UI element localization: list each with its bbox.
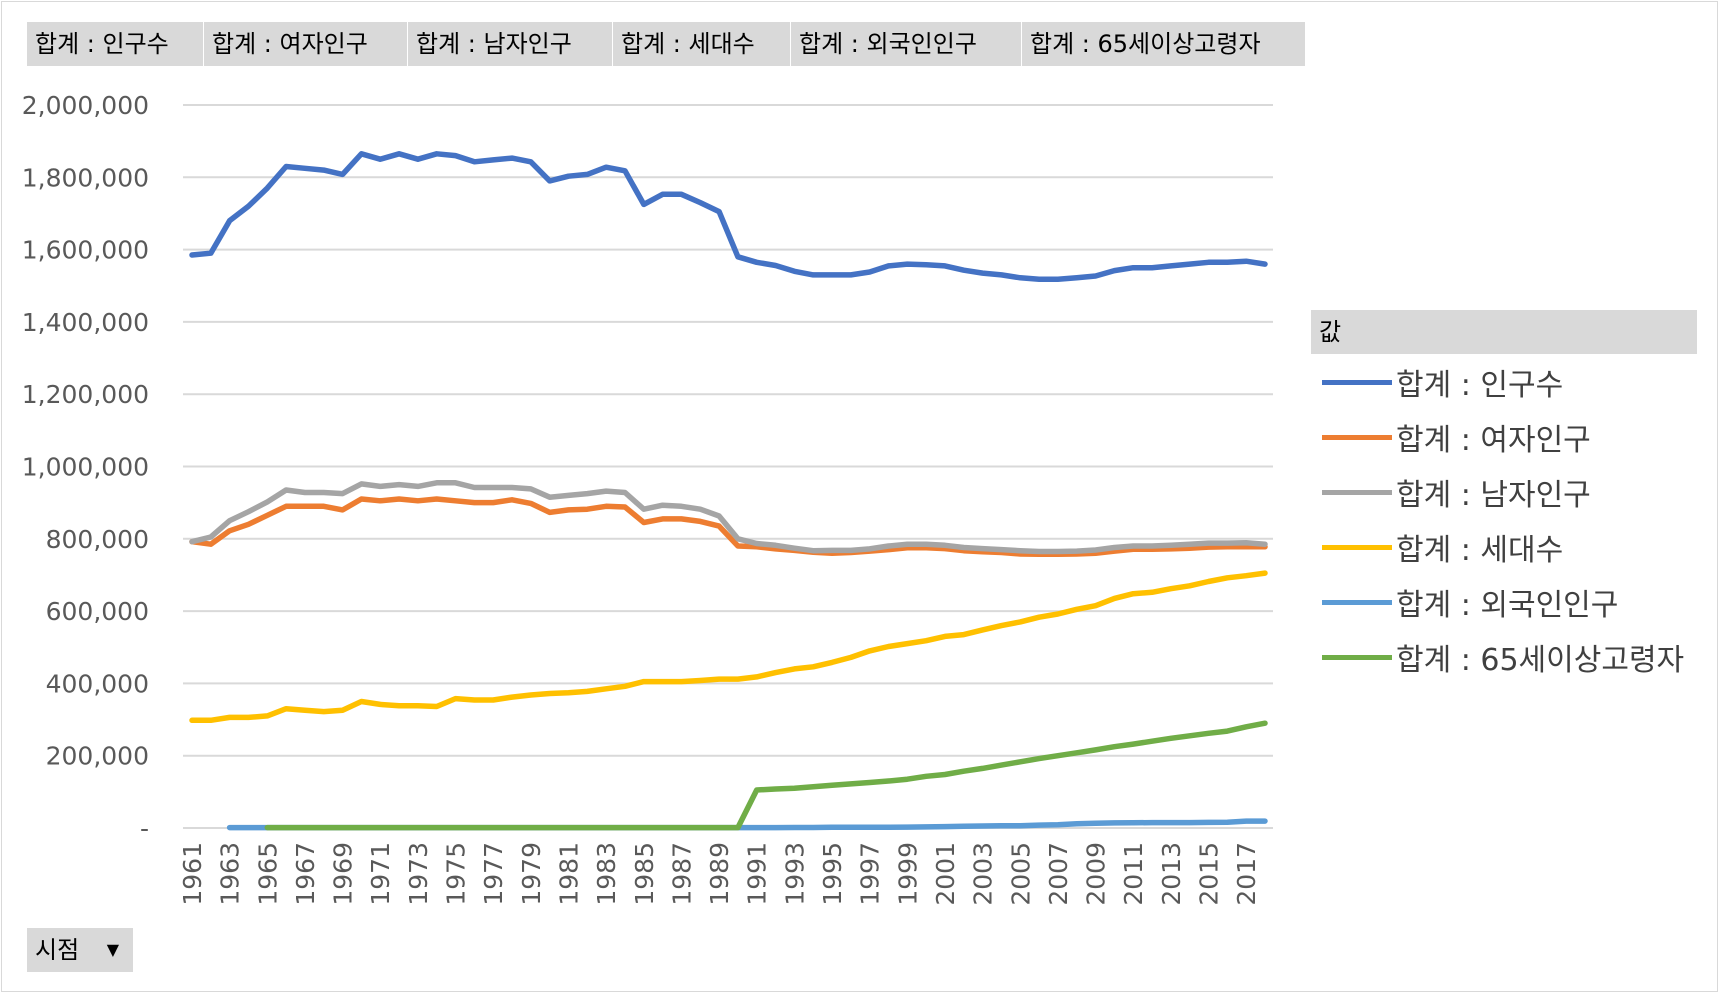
y-tick-label: 1,600,000 <box>22 236 149 265</box>
series-line-4 <box>189 570 1268 724</box>
x-tick-label: 1963 <box>216 842 245 906</box>
series-line-1 <box>189 151 1268 282</box>
legend-label: 합계 : 65세이상고령자 <box>1396 643 1685 678</box>
field-button-5[interactable]: 합계 : 외국인인구 <box>791 22 1022 66</box>
legend-title[interactable]: 값 <box>1311 310 1697 354</box>
x-tick-label: 1999 <box>893 842 922 906</box>
x-tick-label: 2013 <box>1157 842 1186 906</box>
dropdown-arrow-icon: ▼ <box>106 940 119 959</box>
x-tick-label: 1985 <box>630 842 659 906</box>
x-tick-label: 1983 <box>592 842 621 906</box>
field-button-4[interactable]: 합계 : 세대수 <box>613 22 791 66</box>
x-tick-label: 1967 <box>291 842 320 906</box>
y-tick-label: 600,000 <box>46 597 149 626</box>
legend-item: 합계 : 세대수 <box>1322 525 1563 569</box>
x-tick-label: 1981 <box>554 842 583 906</box>
legend-swatch <box>1322 654 1392 660</box>
y-tick-label: 1,400,000 <box>22 308 149 337</box>
field-button-1[interactable]: 합계 : 인구수 <box>27 22 204 66</box>
legend-item: 합계 : 외국인인구 <box>1322 580 1618 624</box>
x-tick-label: 1995 <box>818 842 847 906</box>
x-tick-label: 1977 <box>479 842 508 906</box>
legend-label: 합계 : 세대수 <box>1396 533 1564 568</box>
legend-label: 합계 : 인구수 <box>1396 368 1564 403</box>
series-line-6 <box>264 720 1268 831</box>
x-tick-label: 2017 <box>1232 842 1261 906</box>
legend-label: 합계 : 남자인구 <box>1396 478 1591 513</box>
legend-label: 합계 : 여자인구 <box>1396 423 1591 458</box>
series-line-2 <box>189 496 1268 558</box>
x-tick-label: 2011 <box>1119 842 1148 906</box>
y-tick-label: 400,000 <box>46 669 149 698</box>
legend-item: 합계 : 65세이상고령자 <box>1322 635 1684 679</box>
x-tick-label: 1969 <box>329 842 358 906</box>
x-tick-label: 1965 <box>253 842 282 906</box>
y-tick-label: 1,800,000 <box>22 163 149 192</box>
x-tick-label: 1961 <box>178 842 207 906</box>
field-button-2[interactable]: 합계 : 여자인구 <box>204 22 408 66</box>
legend-label: 합계 : 외국인인구 <box>1396 588 1619 623</box>
legend-swatch <box>1322 599 1392 605</box>
axis-field-button[interactable]: 시점 ▼ <box>27 928 133 972</box>
y-tick-label: - <box>140 814 149 843</box>
legend-item: 합계 : 인구수 <box>1322 360 1563 404</box>
legend-swatch <box>1322 379 1392 385</box>
x-tick-label: 1993 <box>780 842 809 906</box>
y-tick-label: 800,000 <box>46 525 149 554</box>
x-tick-label: 1987 <box>667 842 696 906</box>
y-tick-label: 200,000 <box>46 742 149 771</box>
legend-item: 합계 : 남자인구 <box>1322 470 1591 514</box>
series-line-3 <box>189 480 1268 555</box>
x-tick-label: 2003 <box>969 842 998 906</box>
x-tick-label: 1975 <box>442 842 471 906</box>
y-tick-label: 1,000,000 <box>22 453 149 482</box>
y-tick-label: 1,200,000 <box>22 380 149 409</box>
legend-item: 합계 : 여자인구 <box>1322 415 1591 459</box>
axis-field-label: 시점 <box>35 936 80 964</box>
x-tick-label: 1991 <box>743 842 772 906</box>
legend-swatch <box>1322 434 1392 440</box>
y-tick-label: 2,000,000 <box>22 91 149 120</box>
x-tick-label: 2015 <box>1195 842 1224 906</box>
legend-swatch <box>1322 489 1392 495</box>
field-button-3[interactable]: 합계 : 남자인구 <box>408 22 613 66</box>
x-tick-label: 2007 <box>1044 842 1073 906</box>
x-tick-label: 2001 <box>931 842 960 906</box>
x-tick-label: 1979 <box>517 842 546 906</box>
x-tick-label: 2009 <box>1082 842 1111 906</box>
x-tick-label: 2005 <box>1006 842 1035 906</box>
x-tick-label: 1973 <box>404 842 433 906</box>
x-tick-label: 1997 <box>856 842 885 906</box>
x-tick-label: 1989 <box>705 842 734 906</box>
legend-swatch <box>1322 544 1392 550</box>
x-tick-label: 1971 <box>366 842 395 906</box>
field-button-6[interactable]: 합계 : 65세이상고령자 <box>1022 22 1306 66</box>
